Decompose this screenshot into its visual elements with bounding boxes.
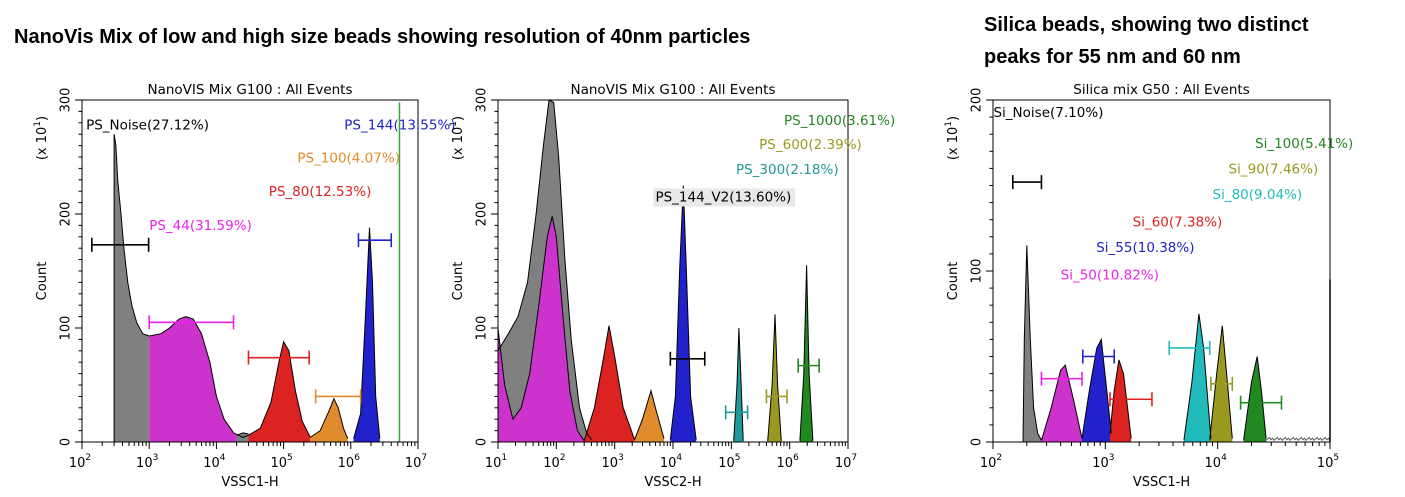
chart-0-histogram-outline-3 <box>248 340 311 438</box>
chart-1-x-tick-label: 105 <box>718 453 740 471</box>
chart-2-gate-label-3: Si_80(9.04%) <box>1213 187 1303 203</box>
chart-2-gate-label-5: Si_55(10.38%) <box>1096 240 1194 256</box>
chart-2-y-tick-label: 200 <box>970 88 985 113</box>
chart-0-x-tick-label: 105 <box>270 453 292 471</box>
chart-2-y-tick-label: 100 <box>970 259 985 284</box>
chart-1-histogram-outline-3 <box>634 388 665 440</box>
chart-2-gate-label-6: Si_50(10.82%) <box>1061 268 1159 284</box>
chart-1-x-tick-label: 101 <box>485 453 507 471</box>
chart-1-histogram-outline-4 <box>669 185 697 440</box>
chart-0-histogram-outline-5 <box>353 227 381 439</box>
chart-2-histogram-fill-3 <box>1109 359 1132 442</box>
chart-2-histogram-outline-0 <box>1022 245 1042 443</box>
chart-1-x-axis-label: VSSC2-H <box>644 475 701 490</box>
chart-0-gate-label-2: PS_100(4.07%) <box>297 151 400 167</box>
chart-1-histogram-outline-2 <box>583 325 636 442</box>
chart-2-gate-label-1: Si_100(5.41%) <box>1255 136 1353 152</box>
chart-0-gate-label-1: PS_144(13.55%) <box>344 118 455 134</box>
chart-1-gate-label-3: PS_144_V2(13.60%) <box>655 189 791 205</box>
chart-0-histogram-fill-4 <box>310 398 348 442</box>
chart-0-x-tick-label: 103 <box>136 453 158 471</box>
chart-1-histogram-outline-7 <box>799 265 814 441</box>
chart-0-histogram-fill-0 <box>114 134 150 442</box>
chart-0-y-tick-label: 0 <box>59 438 74 446</box>
chart-2-y-tick-label: 0 <box>970 438 985 446</box>
chart-1-y-multiplier-label: (x 101) <box>449 116 466 160</box>
chart-1-gate-label-0: PS_1000(3.61%) <box>784 113 895 129</box>
chart-2-histogram-fill-6 <box>1243 356 1267 442</box>
chart-1-histogram-outline-5 <box>733 327 744 441</box>
histogram-silica-mix: Silica mix G50 : All Events 102 103 104 105 0… <box>944 82 1353 490</box>
chart-1-histogram-fill-5 <box>733 328 744 442</box>
chart-0-x-tick-label: 102 <box>69 453 91 471</box>
chart-0-title: NanoVIS Mix G100 : All Events <box>147 82 352 98</box>
chart-0-x-tick-label: 106 <box>338 453 361 471</box>
chart-1-x-tick-label: 103 <box>602 453 624 471</box>
chart-2-y-axis-label: Count <box>946 262 961 301</box>
chart-0-histogram-fill-3 <box>248 341 311 442</box>
chart-1-y-tick-label: 0 <box>475 438 490 446</box>
chart-0-x-tick-label: 104 <box>203 453 226 471</box>
chart-1-histogram-fill-3 <box>634 390 664 442</box>
right-heading-line-1: Silica beads, showing two distinct <box>984 14 1309 36</box>
chart-0-y-tick-label: 300 <box>59 88 74 113</box>
chart-2-histogram-fill-0 <box>1023 245 1042 442</box>
left-heading: NanoVis Mix of low and high size beads s… <box>14 26 751 48</box>
chart-2-x-tick-label: 104 <box>1205 453 1228 471</box>
chart-1-gate-label-1: PS_600(2.39%) <box>759 137 862 153</box>
histogram-nanovis-vssc1: NanoVIS Mix G100 : All Events 102 103 104 10… <box>33 82 456 490</box>
chart-2-gate-label-2: Si_90(7.46%) <box>1229 162 1319 178</box>
chart-1-histogram-outline-6 <box>767 314 782 441</box>
chart-2-title: Silica mix G50 : All Events <box>1073 82 1250 98</box>
chart-2-histogram-outline-2 <box>1081 337 1112 439</box>
chart-0-x-axis-label: VSSC1-H <box>221 475 278 490</box>
right-heading-line-2: peaks for 55 nm and 60 nm <box>984 46 1241 68</box>
chart-2-histogram-outline-6 <box>1243 356 1267 441</box>
chart-1-gate-label-bg-3 <box>653 188 796 207</box>
chart-1-x-tick-label: 106 <box>777 453 800 471</box>
chart-1-y-tick-label: 200 <box>475 202 490 227</box>
chart-2-x-tick-label: 105 <box>1317 453 1339 471</box>
chart-1-y-tick-label: 100 <box>475 316 490 341</box>
chart-2-x-tick-label: 102 <box>980 453 1002 471</box>
chart-2-gate-label-0: Si_Noise(7.10%) <box>993 105 1103 121</box>
chart-2-tail-trace <box>1265 436 1331 442</box>
chart-1-title: NanoVIS Mix G100 : All Events <box>570 82 775 98</box>
chart-0-histogram-fill-1 <box>149 316 249 442</box>
chart-0-histogram-fill-5 <box>353 227 380 442</box>
chart-2-histogram-outline-1 <box>1041 364 1083 441</box>
chart-0-gate-label-4: PS_44(31.59%) <box>149 218 252 234</box>
chart-0-y-axis-label: Count <box>35 262 50 301</box>
chart-1-histogram-fill-6 <box>767 314 782 442</box>
chart-0-histogram-outline-4 <box>310 397 349 439</box>
chart-0-histogram-outline-0 <box>113 134 150 442</box>
chart-0-histogram-outline-1 <box>149 316 249 438</box>
chart-1-x-tick-label: 102 <box>543 453 565 471</box>
chart-2-histogram-outline-4 <box>1183 313 1212 441</box>
chart-2-histogram-outline-3 <box>1109 359 1132 439</box>
chart-0-y-multiplier-label: (x 101) <box>33 116 50 160</box>
chart-1-x-tick-label: 104 <box>660 453 683 471</box>
chart-1-y-axis-label: Count <box>451 262 466 301</box>
chart-1-gate-label-2: PS_300(2.18%) <box>736 162 839 178</box>
chart-1-histogram-fill-7 <box>799 265 813 442</box>
chart-0-gate-label-3: PS_80(12.53%) <box>269 184 372 200</box>
chart-1-y-tick-label: 300 <box>475 88 490 113</box>
chart-1-histogram-fill-1 <box>498 216 585 442</box>
chart-2-x-axis-label: VSSC1-H <box>1133 475 1190 490</box>
chart-2-histogram-outline-5 <box>1209 325 1233 441</box>
chart-2-histogram-fill-1 <box>1041 365 1083 442</box>
chart-1-histogram-fill-2 <box>584 325 635 442</box>
chart-1-x-tick-label: 107 <box>835 453 857 471</box>
histogram-nanovis-vssc2: NanoVIS Mix G100 : All Events 101 102 103 10… <box>449 82 895 490</box>
chart-0-y-tick-label: 100 <box>59 316 74 341</box>
chart-0-histogram-outline-2 <box>236 432 249 436</box>
chart-2-y-multiplier-label: (x 101) <box>944 116 961 160</box>
chart-0-y-tick-label: 200 <box>59 202 74 227</box>
chart-2-gate-label-4: Si_60(7.38%) <box>1133 215 1223 231</box>
chart-2-x-tick-label: 103 <box>1092 453 1114 471</box>
chart-0-gate-label-0: PS_Noise(27.12%) <box>86 118 209 134</box>
chart-2-histogram-fill-4 <box>1183 313 1211 442</box>
chart-1-histogram-outline-1 <box>497 216 585 442</box>
